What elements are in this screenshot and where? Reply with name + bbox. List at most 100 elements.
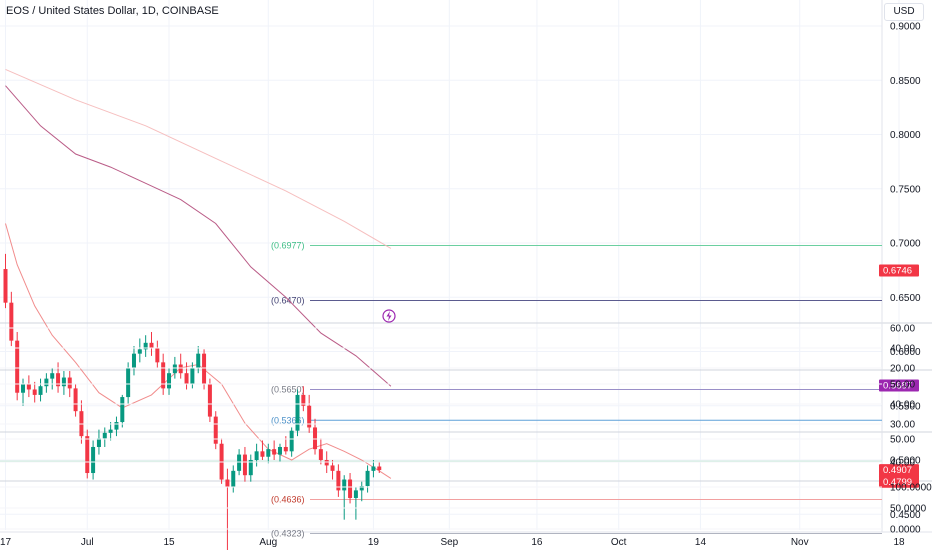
candle-body <box>155 348 160 363</box>
candle <box>79 400 84 444</box>
price-badge: 0.4799 <box>879 475 919 488</box>
candle-body <box>32 389 37 395</box>
level-label: (0.4323) <box>271 528 305 538</box>
candle <box>3 253 8 309</box>
candle <box>260 440 265 460</box>
candle-body <box>272 449 277 455</box>
candle-body <box>248 460 253 476</box>
time-tick-label: 16 <box>531 537 543 548</box>
candle-body <box>202 353 207 385</box>
candle-body <box>56 373 61 387</box>
lightning-icon <box>382 309 396 323</box>
candle <box>108 422 113 441</box>
candle <box>167 367 172 395</box>
candle <box>272 440 277 460</box>
candle <box>277 443 282 463</box>
time-tick-label: 19 <box>368 537 380 548</box>
candle <box>318 438 323 465</box>
candle-body <box>190 367 195 385</box>
candle-body <box>225 479 230 488</box>
candle-body <box>149 342 154 349</box>
candle <box>120 394 125 428</box>
price-tick-label: 0.6500 <box>890 293 921 304</box>
candle-body <box>85 436 90 474</box>
candle-body <box>266 449 271 457</box>
candle-body <box>365 470 370 487</box>
level-label: (0.4636) <box>271 494 305 504</box>
candle <box>295 389 300 437</box>
price-badge-bg <box>879 475 919 488</box>
time-tick-label: 17 <box>0 537 11 548</box>
candle-body <box>161 362 166 389</box>
candle-body <box>342 479 347 491</box>
price-tick-label: 0.8500 <box>890 76 921 87</box>
price-badge-value: 0.4799 <box>883 477 912 488</box>
level-label: (0.6977) <box>271 240 305 250</box>
price-tick-label: 0.5500 <box>890 401 921 412</box>
candle-body <box>120 397 125 423</box>
candle <box>330 460 335 480</box>
candle <box>231 465 236 493</box>
candle <box>26 375 31 398</box>
candle <box>126 362 131 404</box>
candle <box>336 464 341 497</box>
candle <box>301 386 306 412</box>
candle <box>178 353 183 379</box>
level-label: (0.5366) <box>271 415 305 425</box>
price-badge-value: 0.5687 <box>883 380 912 391</box>
candle <box>9 291 14 347</box>
candle-body <box>348 479 353 498</box>
candle-body <box>254 451 259 460</box>
time-tick-label: Sep <box>440 537 458 548</box>
candle <box>56 362 61 393</box>
candle <box>61 371 66 395</box>
candle-body <box>336 470 341 491</box>
candle-body <box>260 451 265 457</box>
candle <box>377 462 382 474</box>
candle <box>44 373 49 393</box>
candle <box>307 394 312 433</box>
time-tick-label: Nov <box>791 537 809 548</box>
candle-body <box>242 454 247 476</box>
candle-body <box>307 405 312 428</box>
sub-panel-tick-label: 50.00 <box>890 380 915 391</box>
symbol-title: EOS / United States Dollar, 1D, COINBASE <box>6 5 219 17</box>
candle-body <box>237 454 242 471</box>
price-badge-value: 0.6746 <box>883 266 912 277</box>
candle <box>207 378 212 423</box>
candle <box>254 443 259 467</box>
candle <box>359 481 364 502</box>
price-tick-label: 0.9000 <box>890 22 921 33</box>
sub-panel-tick-label: 40.00 <box>890 400 915 411</box>
price-badge: 0.5687 <box>879 379 919 392</box>
price-tick-label: 0.8000 <box>890 130 921 141</box>
candle-body <box>324 460 329 466</box>
candle <box>242 446 247 482</box>
candle <box>155 340 160 368</box>
candle-body <box>283 446 288 452</box>
candle <box>143 335 148 357</box>
candle <box>73 384 78 417</box>
candle-body <box>231 470 236 488</box>
candle <box>114 416 119 437</box>
candle <box>313 418 318 455</box>
candle-body <box>73 388 78 412</box>
candle-body <box>44 378 49 387</box>
candle-body <box>126 367 131 398</box>
time-tick-label: Oct <box>611 537 627 548</box>
candle-body <box>353 490 358 498</box>
candle-body <box>143 342 148 350</box>
level-label: (0.5650) <box>271 384 305 394</box>
candle-body <box>178 364 183 374</box>
candle <box>248 454 253 482</box>
currency-selector[interactable]: USD <box>884 3 924 21</box>
candle-body <box>102 432 107 439</box>
candle-body <box>318 449 323 460</box>
candle-body <box>313 427 318 450</box>
price-badge-value: 0.4907 <box>883 465 912 476</box>
candle <box>137 338 142 363</box>
candle <box>371 460 376 478</box>
price-tick-label: 0.6000 <box>890 347 921 358</box>
candle <box>348 473 353 504</box>
